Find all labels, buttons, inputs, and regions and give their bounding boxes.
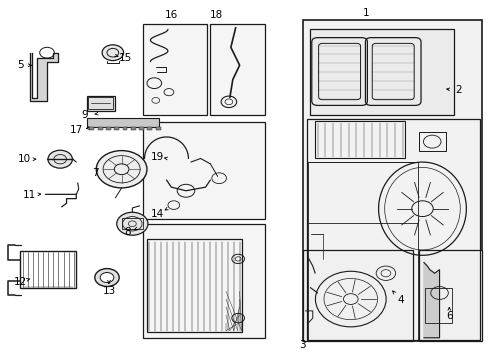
Text: 14: 14 [151, 209, 164, 219]
Bar [131, 127, 136, 130]
Bar [86, 118, 158, 127]
Text: 8: 8 [124, 227, 130, 237]
Bar [156, 127, 160, 130]
Bar [147, 127, 152, 130]
Bar [139, 127, 144, 130]
Text: 19: 19 [151, 152, 164, 162]
Circle shape [48, 150, 72, 168]
Bar [303, 21, 482, 341]
Bar [418, 132, 445, 151]
Circle shape [100, 273, 114, 283]
Bar [143, 224, 264, 338]
Bar [114, 127, 119, 130]
Bar [306, 119, 479, 339]
Text: 4: 4 [396, 295, 403, 305]
Bar [303, 250, 412, 341]
Bar [147, 239, 242, 332]
Text: 15: 15 [118, 53, 131, 63]
Text: 7: 7 [92, 168, 99, 178]
Bar [143, 24, 207, 116]
Bar [106, 127, 111, 130]
Bar [310, 30, 453, 116]
Text: 3: 3 [298, 340, 305, 350]
Polygon shape [30, 53, 58, 101]
Circle shape [95, 269, 119, 287]
Bar [89, 127, 94, 130]
Bar [307, 162, 417, 223]
Polygon shape [423, 262, 439, 338]
Bar [424, 288, 451, 323]
Bar [418, 250, 482, 341]
Text: 5: 5 [17, 60, 23, 70]
Bar [122, 127, 127, 130]
Text: 2: 2 [455, 85, 462, 95]
Text: 18: 18 [209, 10, 223, 20]
Text: 9: 9 [81, 111, 88, 121]
Bar [20, 251, 76, 288]
Circle shape [117, 212, 148, 235]
Text: 12: 12 [14, 277, 27, 287]
Text: 11: 11 [22, 190, 36, 200]
Bar [315, 121, 405, 158]
Text: 17: 17 [69, 125, 83, 135]
Bar [98, 127, 102, 130]
Circle shape [96, 150, 147, 188]
Text: 13: 13 [102, 286, 115, 296]
Bar [122, 218, 143, 229]
Text: 6: 6 [445, 311, 452, 321]
Circle shape [102, 45, 123, 60]
Text: 16: 16 [164, 10, 178, 20]
Text: 1: 1 [363, 8, 369, 18]
Bar [88, 97, 113, 109]
Bar [143, 122, 264, 220]
Text: 10: 10 [18, 154, 31, 164]
Bar [210, 24, 264, 116]
Bar [86, 96, 115, 111]
